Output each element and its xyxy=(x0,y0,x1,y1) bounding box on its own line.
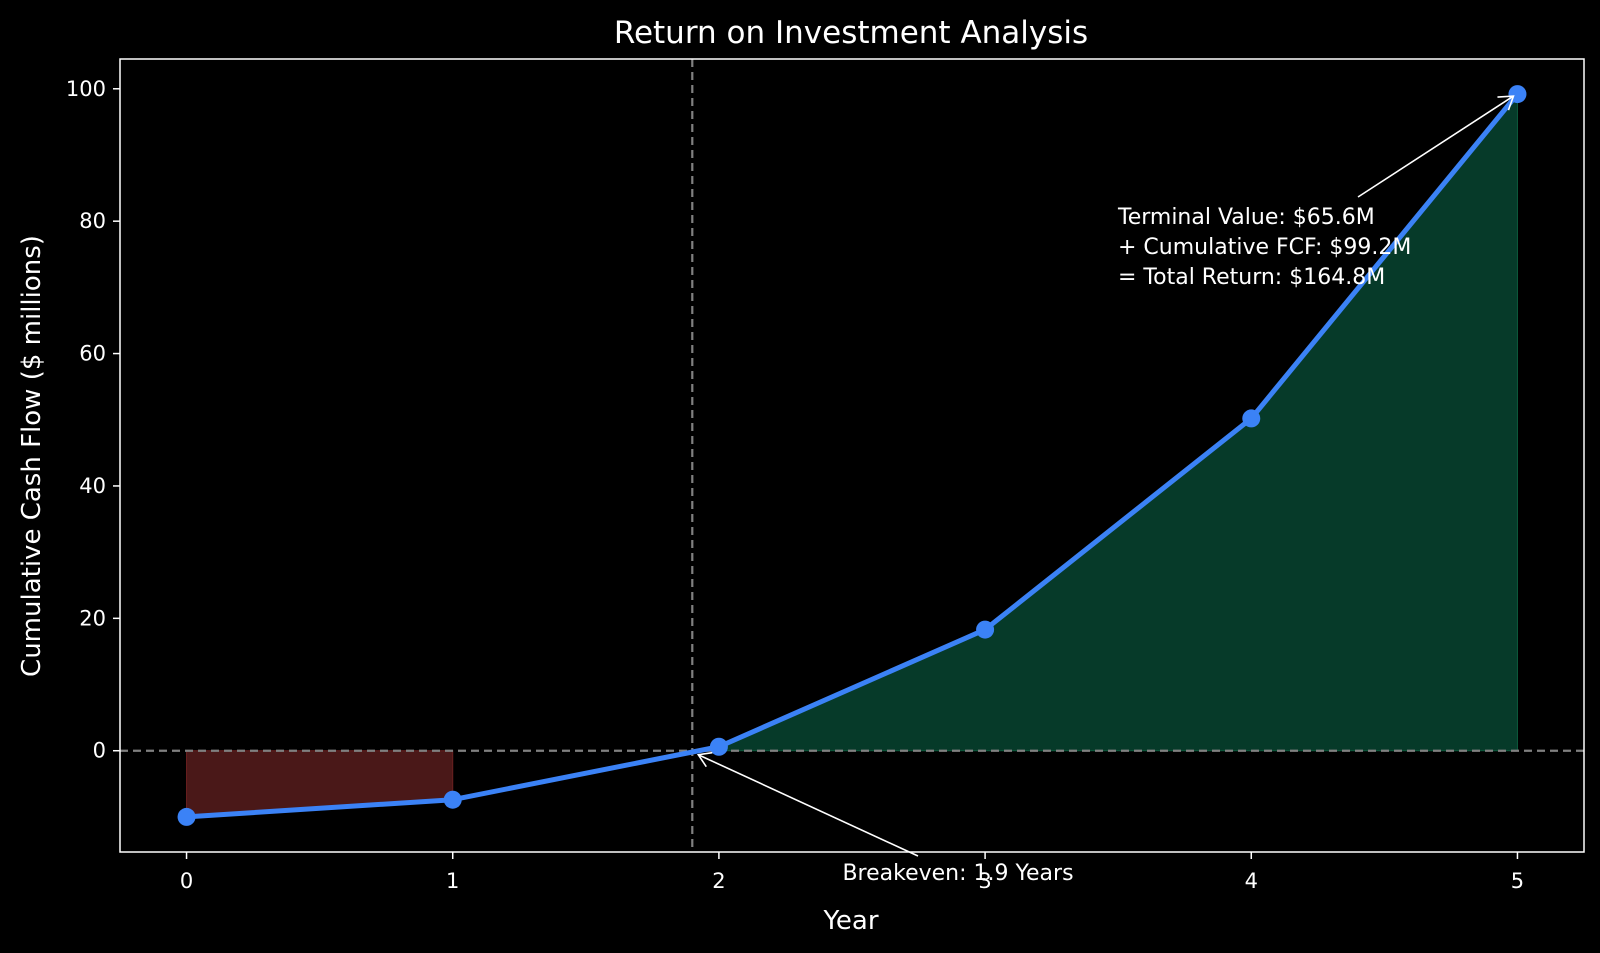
data-point xyxy=(976,620,995,639)
data-point xyxy=(443,790,462,809)
x-tick-label: 1 xyxy=(446,869,459,893)
terminal-arrow xyxy=(1357,95,1514,198)
x-tick-label: 3 xyxy=(978,869,991,893)
series-layer xyxy=(177,85,1527,826)
data-point xyxy=(177,807,196,826)
y-axis-ticks: 0 20 40 60 80 100 xyxy=(66,77,120,763)
terminal-annotation-line: = Total Return: $164.8M xyxy=(1118,265,1385,290)
y-tick-label: 0 xyxy=(93,739,106,763)
series-line xyxy=(186,92,1520,820)
x-axis-label: Year xyxy=(822,906,878,936)
terminal-annotation-line: + Cumulative FCF: $99.2M xyxy=(1118,235,1411,260)
x-axis-ticks: 0 1 2 3 4 5 xyxy=(180,852,1524,893)
y-axis-label: Cumulative Cash Flow ($ millions) xyxy=(17,235,47,677)
y-tick-label: 20 xyxy=(79,606,106,630)
x-tick-label: 5 xyxy=(1511,869,1524,893)
breakeven-arrowhead xyxy=(696,751,713,768)
y-tick-label: 100 xyxy=(66,77,106,101)
terminal-arrowhead xyxy=(1497,95,1515,111)
y-tick-label: 40 xyxy=(79,474,106,498)
x-tick-label: 0 xyxy=(180,869,193,893)
y-tick-label: 60 xyxy=(79,342,106,366)
breakeven-annotation: Breakeven: 1.9 Years xyxy=(842,861,1073,886)
data-point xyxy=(1242,409,1261,428)
x-tick-label: 2 xyxy=(712,869,725,893)
plot-frame xyxy=(119,58,1585,853)
x-tick-label: 4 xyxy=(1245,869,1258,893)
breakeven-arrow xyxy=(697,753,919,857)
data-point xyxy=(709,737,728,756)
reference-lines xyxy=(120,59,1584,852)
chart-title: Return on Investment Analysis xyxy=(614,15,1088,51)
terminal-annotation-line: Terminal Value: $65.6M xyxy=(1117,205,1375,230)
annotation-layer: Breakeven: 1.9 Years Terminal Value: $65.… xyxy=(696,95,1515,886)
y-tick-label: 80 xyxy=(79,209,106,233)
